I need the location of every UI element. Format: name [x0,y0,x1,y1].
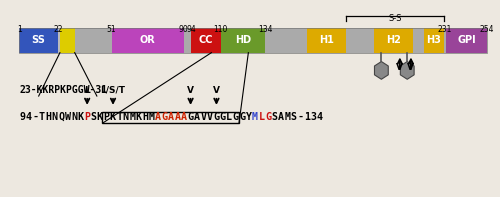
Text: L: L [258,112,264,122]
Text: G: G [232,112,238,122]
Text: H1: H1 [320,35,334,45]
Text: V: V [408,63,414,72]
Text: G: G [220,112,226,122]
Bar [74,28,112,53]
Bar [374,28,413,53]
Text: S: S [90,112,96,122]
Text: N: N [122,112,128,122]
Text: G: G [239,112,245,122]
Text: P: P [84,112,90,122]
Text: 51: 51 [107,25,117,34]
Bar [308,28,346,53]
Text: H: H [45,112,51,122]
Text: GPI: GPI [457,35,475,45]
Bar [191,28,220,53]
Bar [424,28,444,53]
Bar [58,28,60,53]
Bar [444,28,446,53]
Text: M: M [148,112,154,122]
Text: 90: 90 [179,25,188,34]
Text: -: - [32,112,38,122]
Text: A: A [155,112,161,122]
Text: N: N [71,112,77,122]
Text: H2: H2 [386,35,401,45]
Text: G: G [213,112,219,122]
Text: L: L [226,112,232,122]
Text: H3: H3 [426,35,442,45]
Text: -: - [297,112,303,122]
Text: V: V [187,86,194,95]
Text: 22: 22 [54,25,63,34]
Text: S: S [272,112,278,122]
Bar [112,28,184,53]
Text: M: M [252,112,258,122]
Text: K: K [110,112,116,122]
Text: A: A [278,112,284,122]
Text: A: A [194,112,200,122]
Text: 231: 231 [437,25,452,34]
Text: S: S [291,112,297,122]
Text: A: A [181,112,187,122]
Text: G: G [162,112,168,122]
Text: G: G [265,112,271,122]
Text: L/S/T: L/S/T [100,86,126,95]
Bar [60,28,74,53]
Bar [220,28,265,53]
Text: K: K [136,112,141,122]
Bar [102,112,239,123]
Text: CC: CC [198,35,213,45]
Text: H: H [142,112,148,122]
Bar [346,28,374,53]
Text: 94: 94 [186,25,196,34]
Text: A: A [174,112,180,122]
Text: 3: 3 [310,112,316,122]
Text: V: V [396,63,404,72]
Text: W: W [64,112,70,122]
Text: Q: Q [58,112,64,122]
Bar [184,28,191,53]
Text: 4: 4 [26,112,32,122]
Bar [20,28,486,53]
Text: 254: 254 [480,25,494,34]
Text: L: L [84,86,90,95]
Text: OR: OR [140,35,156,45]
Text: SS: SS [32,35,46,45]
Text: G: G [188,112,194,122]
Text: 110: 110 [214,25,228,34]
Text: 9: 9 [20,112,26,122]
Text: V: V [213,86,220,95]
Text: A: A [168,112,174,122]
Text: 1: 1 [304,112,310,122]
Text: 23-KKRPKPGGW-31: 23-KKRPKPGGW-31 [20,85,108,95]
Polygon shape [400,61,414,79]
Text: M: M [284,112,290,122]
Text: M: M [129,112,135,122]
Text: N: N [52,112,58,122]
Text: K: K [97,112,103,122]
Bar [446,28,486,53]
Polygon shape [374,61,388,79]
Text: V: V [200,112,206,122]
Bar [265,28,308,53]
Bar [413,28,424,53]
Bar [20,28,58,53]
Text: P: P [104,112,110,122]
Text: T: T [38,112,44,122]
Text: S-S: S-S [388,14,402,23]
Text: T: T [116,112,122,122]
Text: V: V [206,112,212,122]
Text: K: K [78,112,84,122]
Text: 1: 1 [17,25,21,34]
Text: Y: Y [246,112,252,122]
Text: 134: 134 [258,25,272,34]
Text: HD: HD [235,35,251,45]
Text: 4: 4 [316,112,322,122]
